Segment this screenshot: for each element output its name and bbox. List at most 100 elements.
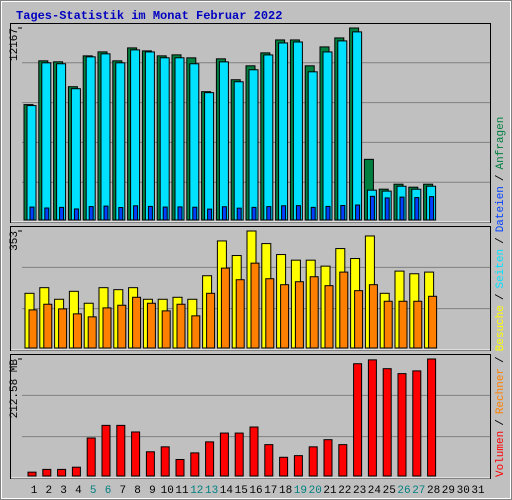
legend-entry: Seiten <box>495 249 507 289</box>
bar <box>427 358 437 477</box>
x-tick-label: 4 <box>75 485 82 497</box>
bar <box>384 197 390 221</box>
bar <box>162 206 168 221</box>
x-tick-label: 7 <box>119 485 126 497</box>
bar <box>429 196 435 221</box>
bar <box>352 31 363 221</box>
bar <box>133 205 139 221</box>
bar <box>234 432 244 477</box>
x-tick-label: 17 <box>264 485 277 497</box>
legend: Volumen / Rechner / Besuche / Seiten / Dateien / A… <box>495 117 507 477</box>
bar <box>71 466 81 477</box>
bar <box>56 63 67 221</box>
x-tick-label: 6 <box>105 485 112 497</box>
legend-entry: Besuche <box>495 305 507 351</box>
bar <box>280 284 290 349</box>
bar <box>220 267 230 349</box>
legend-separator: / <box>495 174 507 181</box>
bar <box>147 205 153 221</box>
bar <box>27 471 37 477</box>
bar <box>86 437 96 477</box>
bar <box>115 62 126 221</box>
bar <box>58 308 68 349</box>
bar <box>116 424 126 477</box>
bar <box>85 56 96 221</box>
bar <box>177 206 183 221</box>
legend-entry: Anfragen <box>495 117 507 170</box>
bar <box>250 262 260 349</box>
x-tick-label: 3 <box>60 485 67 497</box>
bar <box>204 92 215 221</box>
bar <box>337 40 348 221</box>
bar <box>26 105 37 221</box>
x-tick-label: 18 <box>279 485 292 497</box>
legend-entry: Rechner <box>495 368 507 414</box>
bar <box>354 290 364 349</box>
x-tick-label: 19 <box>294 485 307 497</box>
bar <box>251 206 257 221</box>
bar <box>367 359 377 477</box>
x-tick-label: 20 <box>309 485 322 497</box>
bar <box>248 69 259 221</box>
bar <box>368 284 378 349</box>
x-tick-label: 8 <box>134 485 141 497</box>
bar <box>323 439 333 477</box>
bar <box>175 458 185 477</box>
bar <box>190 452 200 477</box>
bar <box>41 62 52 221</box>
bar <box>278 42 289 221</box>
bar <box>103 205 109 221</box>
bar <box>353 363 363 477</box>
x-tick-label: 25 <box>383 485 396 497</box>
bar <box>70 88 81 221</box>
bar <box>43 303 53 349</box>
bar <box>399 196 405 221</box>
bar <box>218 61 229 221</box>
bar <box>189 63 200 221</box>
x-tick-label: 30 <box>457 485 470 497</box>
bar <box>382 368 392 477</box>
bar <box>383 300 393 349</box>
bar <box>249 426 259 477</box>
x-tick-label: 27 <box>412 485 425 497</box>
x-tick-label: 11 <box>175 485 189 497</box>
bar <box>118 207 124 221</box>
bar <box>174 57 185 221</box>
bar <box>206 292 216 349</box>
bar <box>59 206 65 221</box>
bar <box>100 53 111 221</box>
bar <box>355 204 361 221</box>
bar <box>57 468 67 477</box>
bar <box>281 205 287 221</box>
bar <box>236 207 242 221</box>
bar <box>397 373 407 477</box>
x-tick-label: 23 <box>353 485 366 497</box>
bar <box>102 307 112 349</box>
bar <box>146 302 156 349</box>
x-tick-label: 5 <box>90 485 97 497</box>
bar <box>307 71 318 221</box>
x-tick-label: 1 <box>31 485 38 497</box>
x-tick-label: 2 <box>45 485 52 497</box>
bar <box>308 446 318 477</box>
bar <box>309 276 319 349</box>
bar <box>412 370 422 477</box>
bar <box>159 57 170 221</box>
x-tick-label: 28 <box>427 485 440 497</box>
bar <box>338 444 348 477</box>
bar <box>221 206 227 221</box>
x-tick-label: 22 <box>338 485 351 497</box>
bar <box>72 313 82 349</box>
bar <box>265 278 275 349</box>
bar <box>117 304 127 349</box>
legend-separator: / <box>495 419 507 426</box>
bar <box>207 208 213 221</box>
y-tick-label: 12167 <box>9 28 21 61</box>
bar <box>73 208 79 221</box>
bar <box>161 310 171 349</box>
bar <box>414 197 420 221</box>
bar <box>322 51 333 221</box>
x-tick-label: 9 <box>149 485 156 497</box>
legend-separator: / <box>495 237 507 244</box>
